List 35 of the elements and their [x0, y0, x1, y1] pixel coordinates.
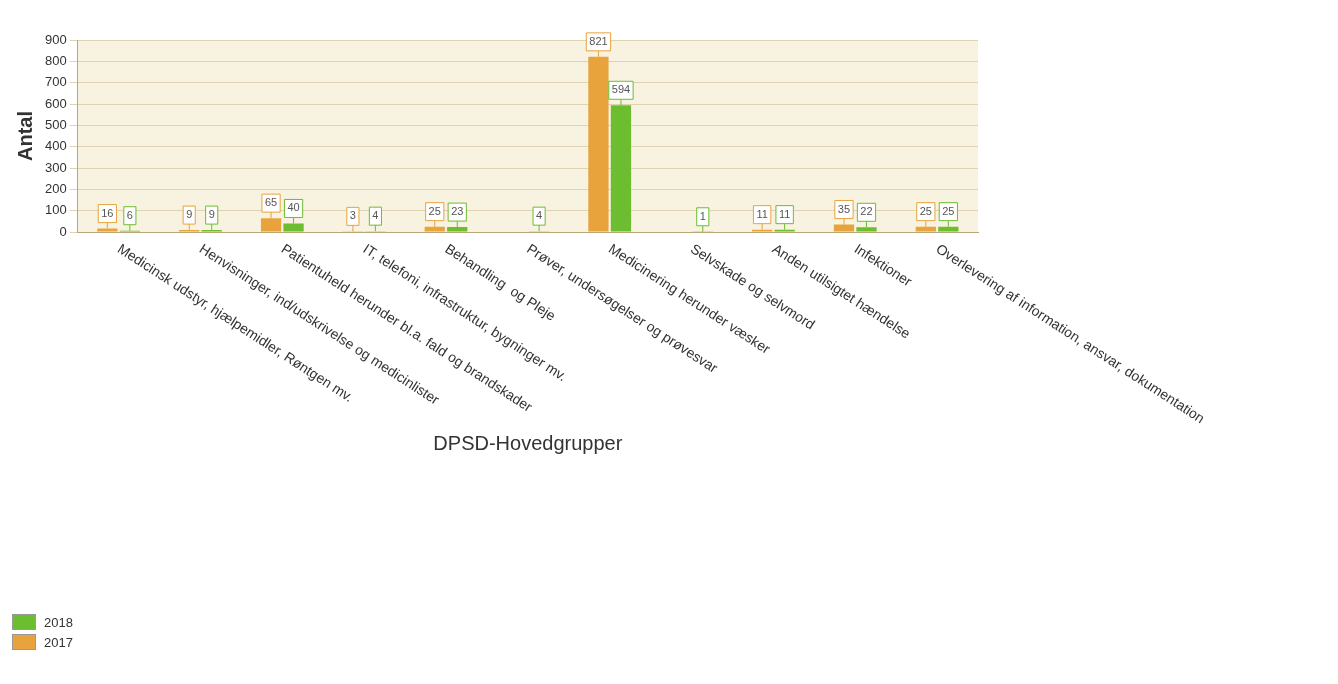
y-tick-label: 300 [44, 159, 67, 175]
y-tick-label: 800 [44, 52, 67, 68]
y-tick-label: 700 [44, 74, 67, 90]
data-label: 25 [919, 204, 932, 217]
y-tick-label: 900 [44, 31, 67, 47]
legend-label: 2018 [44, 614, 73, 630]
data-label: 1 [699, 209, 706, 222]
data-label: 11 [778, 207, 791, 220]
y-tick-label: 500 [44, 116, 67, 132]
data-label: 11 [756, 207, 768, 220]
data-label: 4 [536, 209, 543, 222]
y-tick-label: 0 [59, 223, 67, 239]
data-label: 9 [186, 208, 193, 221]
data-label: 65 [264, 196, 278, 209]
data-label: 25 [428, 204, 441, 217]
y-tick-label: 600 [44, 95, 67, 111]
data-label: 3 [349, 209, 356, 222]
legend-label: 2017 [44, 634, 73, 650]
data-label: 6 [126, 208, 133, 221]
y-tick-label: 200 [44, 180, 67, 196]
data-label: 16 [101, 206, 114, 219]
y-tick-label: 400 [44, 138, 67, 154]
bar [588, 56, 609, 232]
data-label: 40 [287, 201, 300, 214]
data-label: 9 [208, 208, 215, 221]
y-tick-label: 100 [44, 202, 67, 218]
data-label: 23 [451, 205, 464, 218]
data-label: 594 [611, 83, 631, 96]
y-axis-title: Antal [13, 111, 36, 161]
x-axis-title: DPSD-Hovedgrupper [433, 432, 623, 455]
data-label: 821 [589, 34, 608, 47]
data-label: 35 [837, 202, 851, 215]
data-label: 25 [942, 204, 955, 217]
data-label: 4 [372, 209, 379, 222]
data-label: 22 [860, 205, 873, 218]
